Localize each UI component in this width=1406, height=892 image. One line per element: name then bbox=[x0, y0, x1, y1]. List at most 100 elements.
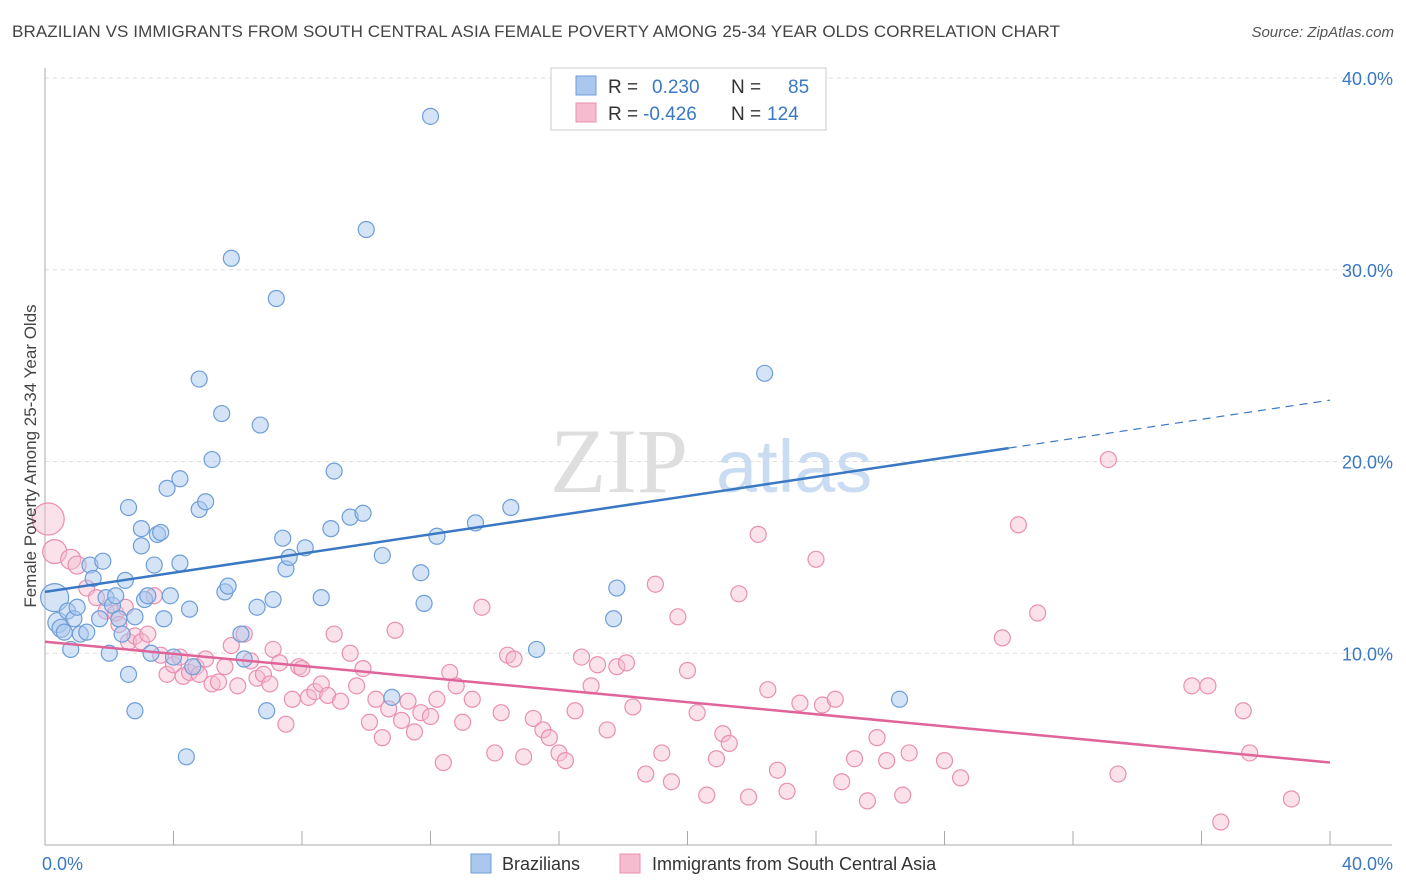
axes bbox=[44, 68, 1392, 846]
point-brazilians-45 bbox=[203, 450, 221, 469]
point-brazilians-36 bbox=[164, 648, 183, 666]
point-immigrants-57 bbox=[412, 704, 430, 722]
point-immigrants-69 bbox=[505, 650, 523, 668]
point-brazilians-9 bbox=[78, 623, 96, 641]
point-brazilians-67 bbox=[373, 546, 391, 565]
point-immigrants-85 bbox=[646, 575, 664, 593]
bottom-legend-label-immigrants: Immigrants from South Central Asia bbox=[652, 854, 937, 874]
point-brazilians-50 bbox=[232, 625, 250, 643]
x-tick-labels: 0.0% 40.0% bbox=[42, 854, 1393, 874]
point-brazilians-75 bbox=[527, 640, 546, 659]
point-immigrants-123 bbox=[1241, 744, 1259, 762]
point-brazilians-72 bbox=[428, 527, 446, 545]
point-immigrants-112 bbox=[935, 752, 954, 770]
point-immigrants-77 bbox=[572, 648, 591, 666]
point-brazilians-34 bbox=[158, 479, 176, 497]
grid-lines bbox=[45, 77, 1392, 654]
point-brazilians-33 bbox=[155, 610, 173, 628]
point-brazilians-63 bbox=[325, 462, 343, 480]
point-brazilians-48 bbox=[219, 577, 237, 595]
point-immigrants-111 bbox=[900, 744, 918, 762]
point-brazilians-44 bbox=[197, 493, 215, 511]
point-brazilians-66 bbox=[357, 220, 375, 239]
point-immigrants-67 bbox=[492, 704, 510, 722]
series-immigrants-points bbox=[31, 450, 1301, 831]
point-brazilians-39 bbox=[177, 748, 195, 766]
point-brazilians-79 bbox=[890, 690, 909, 708]
legend-swatch-pink bbox=[575, 102, 597, 123]
point-immigrants-115 bbox=[1009, 516, 1027, 534]
point-brazilians-37 bbox=[171, 554, 189, 572]
point-immigrants-104 bbox=[826, 690, 844, 708]
point-brazilians-22 bbox=[119, 498, 138, 517]
x-tick-label-0: 0.0% bbox=[42, 854, 83, 874]
legend-r-value-1: 0.230 bbox=[652, 77, 700, 98]
point-immigrants-54 bbox=[392, 711, 411, 729]
point-immigrants-76 bbox=[566, 702, 584, 720]
point-brazilians-28 bbox=[139, 587, 157, 605]
point-immigrants-105 bbox=[833, 773, 851, 791]
point-immigrants-49 bbox=[360, 713, 379, 731]
point-immigrants-40 bbox=[299, 688, 318, 706]
point-brazilians-30 bbox=[145, 556, 163, 574]
point-brazilians-61 bbox=[312, 589, 330, 607]
legend-n-value-1: 85 bbox=[788, 77, 809, 98]
point-immigrants-55 bbox=[399, 692, 417, 710]
point-brazilians-57 bbox=[274, 529, 292, 547]
point-brazilians-25 bbox=[132, 537, 150, 555]
point-brazilians-74 bbox=[502, 498, 520, 517]
point-immigrants-101 bbox=[791, 694, 809, 712]
point-immigrants-88 bbox=[669, 608, 687, 626]
y-tick-label-3: 40.0% bbox=[1342, 69, 1393, 89]
point-brazilians-41 bbox=[184, 658, 202, 676]
legend-r-label-1: R = bbox=[608, 77, 638, 98]
point-immigrants-56 bbox=[405, 723, 424, 741]
point-immigrants-90 bbox=[688, 704, 706, 722]
point-immigrants-44 bbox=[325, 625, 343, 643]
point-immigrants-39 bbox=[293, 659, 311, 678]
point-brazilians-3 bbox=[55, 623, 73, 641]
point-brazilians-56 bbox=[267, 289, 285, 308]
point-immigrants-108 bbox=[868, 729, 886, 747]
legend-n-value-2: 124 bbox=[767, 104, 799, 125]
point-immigrants-46 bbox=[341, 644, 359, 662]
bottom-legend-swatch-blue bbox=[470, 853, 492, 874]
point-brazilians-53 bbox=[251, 416, 269, 434]
point-immigrants-100 bbox=[778, 782, 796, 800]
point-immigrants-102 bbox=[807, 550, 825, 568]
bottom-legend: Brazilians Immigrants from South Central… bbox=[470, 853, 937, 874]
y-tick-labels: 10.0% 20.0% 30.0% 40.0% bbox=[1342, 69, 1393, 664]
point-immigrants-96 bbox=[739, 788, 758, 806]
point-brazilians-78 bbox=[755, 364, 774, 382]
legend-n-label-1: N = bbox=[731, 77, 761, 98]
point-immigrants-124 bbox=[1282, 790, 1301, 808]
point-brazilians-11 bbox=[84, 569, 102, 588]
point-immigrants-79 bbox=[588, 656, 607, 674]
point-brazilians-77 bbox=[608, 579, 626, 597]
point-brazilians-32 bbox=[152, 523, 170, 542]
point-immigrants-97 bbox=[749, 525, 767, 543]
point-immigrants-13 bbox=[139, 625, 157, 643]
trend-line-immigrants bbox=[44, 640, 1331, 764]
point-immigrants-48 bbox=[354, 659, 372, 678]
point-immigrants-33 bbox=[261, 675, 279, 693]
point-immigrants-28 bbox=[229, 677, 247, 695]
point-immigrants-92 bbox=[707, 750, 726, 768]
point-immigrants-63 bbox=[454, 713, 472, 731]
point-immigrants-107 bbox=[858, 792, 877, 810]
point-immigrants-60 bbox=[434, 753, 452, 772]
point-brazilians-40 bbox=[180, 600, 199, 618]
point-immigrants-58 bbox=[421, 707, 440, 726]
point-brazilians-43 bbox=[190, 370, 208, 388]
trend-line-brazilians-extension bbox=[1008, 399, 1331, 449]
point-brazilians-18 bbox=[110, 610, 128, 628]
point-immigrants-75 bbox=[556, 752, 575, 770]
watermark-zip: ZIP bbox=[550, 410, 688, 512]
legend-swatch-blue bbox=[575, 75, 597, 96]
stats-legend: R = 0.230 N = 85 R = -0.426 N = 124 bbox=[550, 67, 827, 131]
watermark: ZIP atlas bbox=[550, 410, 872, 512]
point-immigrants-98 bbox=[759, 681, 777, 699]
legend-n-label-2: N = bbox=[731, 104, 761, 125]
point-brazilians-52 bbox=[248, 598, 266, 616]
point-immigrants-26 bbox=[216, 658, 234, 676]
